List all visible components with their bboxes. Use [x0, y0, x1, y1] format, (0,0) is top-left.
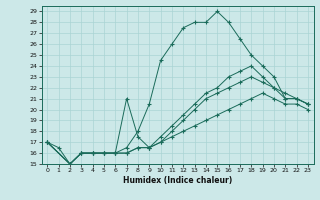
- X-axis label: Humidex (Indice chaleur): Humidex (Indice chaleur): [123, 176, 232, 185]
